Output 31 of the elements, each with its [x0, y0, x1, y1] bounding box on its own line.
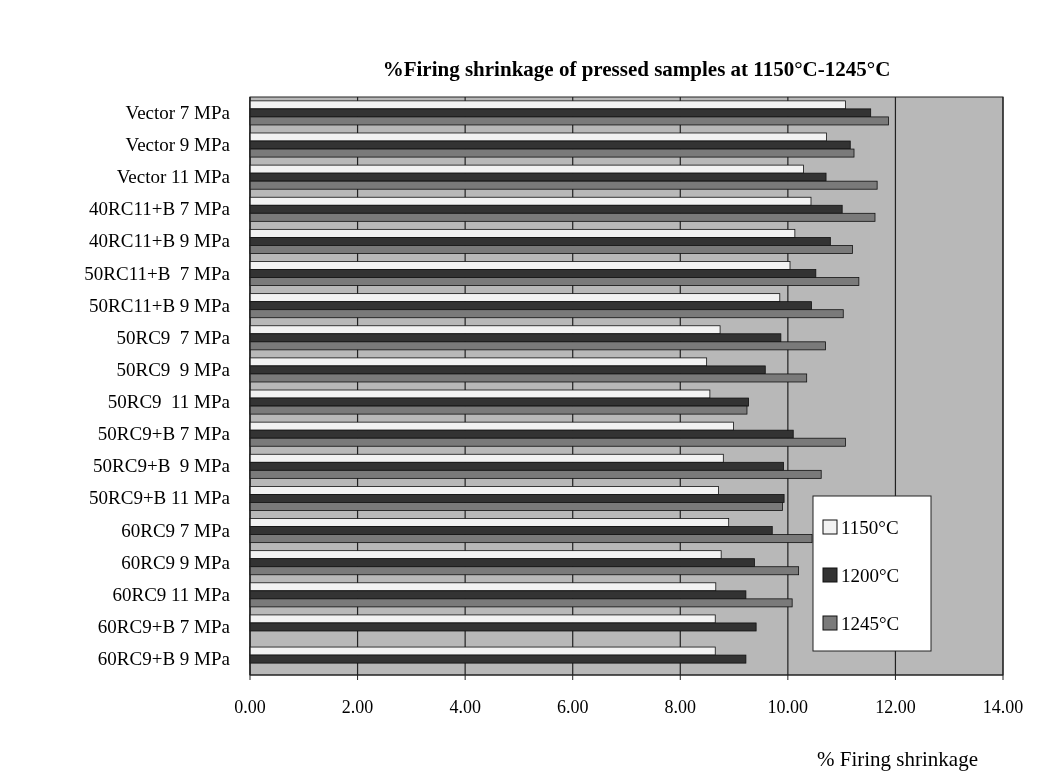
y-tick-label: 50RC11+B 9 MPa — [89, 294, 231, 316]
y-tick-label: 60RC9+B 9 MPa — [97, 648, 231, 670]
y-tick-label: Vector 11 MPa — [116, 166, 231, 188]
y-tick-label: Vector 7 MPa — [125, 101, 231, 123]
x-tick-label: 2.00 — [341, 697, 374, 717]
y-tick-label: 50RC9+B 7 MPa — [97, 423, 231, 445]
y-tick-label: 60RC9 9 MPa — [121, 551, 231, 573]
x-tick-label: 0.00 — [234, 697, 266, 717]
y-tick-label: 50RC11+B 7 MPa — [84, 262, 231, 284]
x-tick-label: 6.00 — [556, 697, 589, 717]
x-tick-label: 10.00 — [767, 697, 809, 717]
y-tick-label: 50RC9+B 11 MPa — [89, 487, 231, 509]
chart-title: %Firing shrinkage of pressed samples at 1150°C-1245°C — [382, 57, 891, 81]
y-tick-label: Vector 9 MPa — [125, 134, 231, 156]
y-tick-label: 50RC9 9 MPa — [116, 358, 231, 380]
legend-label: 1245°C — [841, 613, 900, 634]
x-axis-title: % Firing shrinkage — [817, 747, 978, 771]
x-tick-label: 14.00 — [982, 697, 1024, 717]
y-tick-label: 60RC9 11 MPa — [112, 583, 231, 605]
y-tick-label: 40RC11+B 9 MPa — [89, 230, 231, 252]
legend-label: 1200°C — [841, 565, 900, 586]
y-tick-label: 50RC9 7 MPa — [116, 326, 231, 348]
y-tick-label: 60RC9+B 7 MPa — [97, 615, 231, 637]
y-tick-label: 50RC9 11 MPa — [107, 391, 231, 413]
x-tick-label: 4.00 — [449, 697, 481, 717]
legend-label: 1150°C — [841, 517, 899, 538]
x-tick-label: 12.00 — [875, 697, 916, 717]
y-tick-label: 50RC9+B 9 MPa — [93, 455, 231, 477]
y-tick-label: 60RC9 7 MPa — [121, 519, 231, 541]
y-tick-label: 40RC11+B 7 MPa — [89, 198, 231, 220]
x-tick-label: 8.00 — [664, 697, 697, 717]
